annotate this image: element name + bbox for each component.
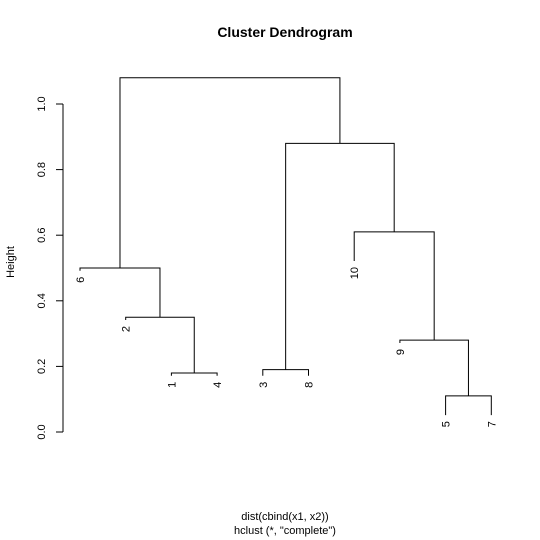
- leaf-label: 9: [395, 349, 407, 355]
- merge-link: [125, 316, 195, 373]
- merge-link: [262, 369, 309, 376]
- leaf-label: 6: [75, 277, 87, 283]
- leaf-label: 8: [304, 382, 316, 388]
- y-tick-label: 1.0: [36, 96, 48, 111]
- y-tick-label: 0.8: [36, 162, 48, 177]
- leaf-label: 2: [121, 326, 133, 332]
- y-axis-label: Height: [5, 246, 17, 278]
- dendrogram-tree: [79, 77, 492, 416]
- merge-link: [79, 267, 161, 318]
- leaf-label: 10: [349, 267, 361, 279]
- merge-link: [119, 77, 341, 268]
- merge-link: [170, 372, 218, 376]
- leaf-label: 5: [441, 421, 453, 427]
- x-axis-label: dist(cbind(x1, x2)): [241, 511, 328, 523]
- y-tick-label: 0.6: [36, 228, 48, 243]
- leaf-label: 3: [258, 382, 270, 388]
- y-axis: 0.0 0.2 0.4 0.6 0.8 1.0: [36, 96, 64, 440]
- y-tick-label: 0.2: [36, 359, 48, 374]
- leaf-label: 7: [486, 421, 498, 427]
- chart-title: Cluster Dendrogram: [217, 24, 352, 40]
- merge-link: [285, 142, 395, 370]
- merge-link: [399, 339, 469, 396]
- leaf-label: 4: [212, 382, 224, 388]
- merge-link: [445, 395, 492, 416]
- leaf-label: 1: [166, 382, 178, 388]
- leaf-labels: 6 2 1 4 3 8 10 9 5 7: [75, 267, 498, 427]
- method-label: hclust (*, "complete"): [234, 525, 336, 537]
- y-tick-label: 0.4: [36, 293, 48, 308]
- y-tick-label: 0.0: [36, 424, 48, 439]
- merge-link: [353, 231, 435, 341]
